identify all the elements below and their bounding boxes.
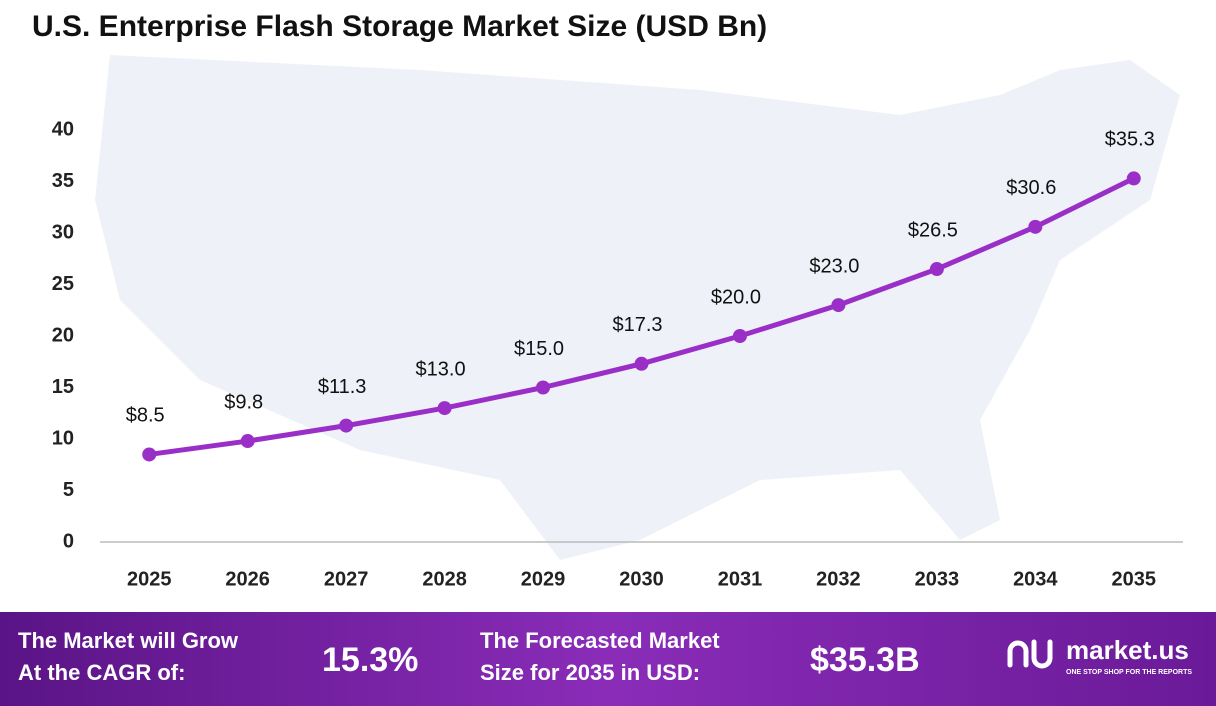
forecast-label: Size for 2035 in USD:: [480, 660, 700, 685]
y-tick-label: 40: [52, 118, 74, 140]
point: [142, 447, 157, 462]
value-label: $35.3: [1105, 129, 1155, 151]
point: [1126, 171, 1141, 186]
x-tick-label: 2026: [225, 568, 270, 590]
point: [536, 380, 551, 395]
point: [929, 262, 944, 277]
point: [437, 401, 452, 416]
x-tick-label: 2030: [619, 568, 664, 590]
y-tick-label: 35: [52, 170, 74, 192]
x-tick-label: 2032: [816, 568, 861, 590]
value-label: $15.0: [514, 338, 564, 360]
point: [831, 298, 846, 313]
y-tick-label: 25: [52, 273, 74, 295]
map-background: [95, 55, 1180, 560]
cagr-label: At the CAGR of:: [18, 660, 185, 685]
forecast-value: $35.3B: [810, 641, 920, 679]
y-tick-label: 0: [63, 530, 74, 552]
x-tick-label: 2035: [1112, 568, 1157, 590]
x-tick-label: 2034: [1013, 568, 1058, 590]
value-label: $13.0: [416, 358, 466, 380]
value-label: $26.5: [908, 219, 958, 241]
point: [634, 356, 649, 371]
value-label: $8.5: [126, 405, 165, 427]
y-tick-label: 5: [63, 479, 74, 501]
x-tick-label: 2028: [422, 568, 467, 590]
chart-title: U.S. Enterprise Flash Storage Market Siz…: [32, 10, 767, 43]
y-tick-label: 10: [52, 427, 74, 449]
forecast-label: The Forecasted Market: [480, 628, 720, 653]
point: [339, 418, 354, 433]
x-tick-label: 2031: [718, 568, 763, 590]
point: [732, 329, 747, 343]
x-tick-label: 2029: [521, 568, 566, 590]
brand: market.us: [1066, 635, 1189, 665]
value-label: $23.0: [809, 255, 859, 277]
tagline: ONE STOP SHOP FOR THE REPORTS: [1066, 669, 1192, 676]
y-tick-label: 15: [52, 376, 74, 398]
value-label: $11.3: [318, 376, 367, 398]
value-label: $30.6: [1006, 177, 1056, 199]
value-label: $20.0: [711, 286, 761, 308]
y-tick-label: 30: [52, 221, 74, 243]
brand-logo: [1007, 639, 1053, 669]
value-label: $9.8: [224, 391, 263, 413]
y-tick-label: 20: [52, 324, 74, 346]
cagr-label: The Market will Grow: [18, 628, 239, 653]
point: [240, 434, 255, 449]
footer-band: [0, 612, 1216, 706]
x-tick-label: 2033: [915, 568, 960, 590]
x-tick-label: 2027: [324, 568, 369, 590]
point: [1028, 219, 1043, 234]
cagr-value: 15.3%: [322, 641, 418, 679]
x-tick-label: 2025: [127, 568, 172, 590]
value-label: $17.3: [612, 314, 662, 336]
